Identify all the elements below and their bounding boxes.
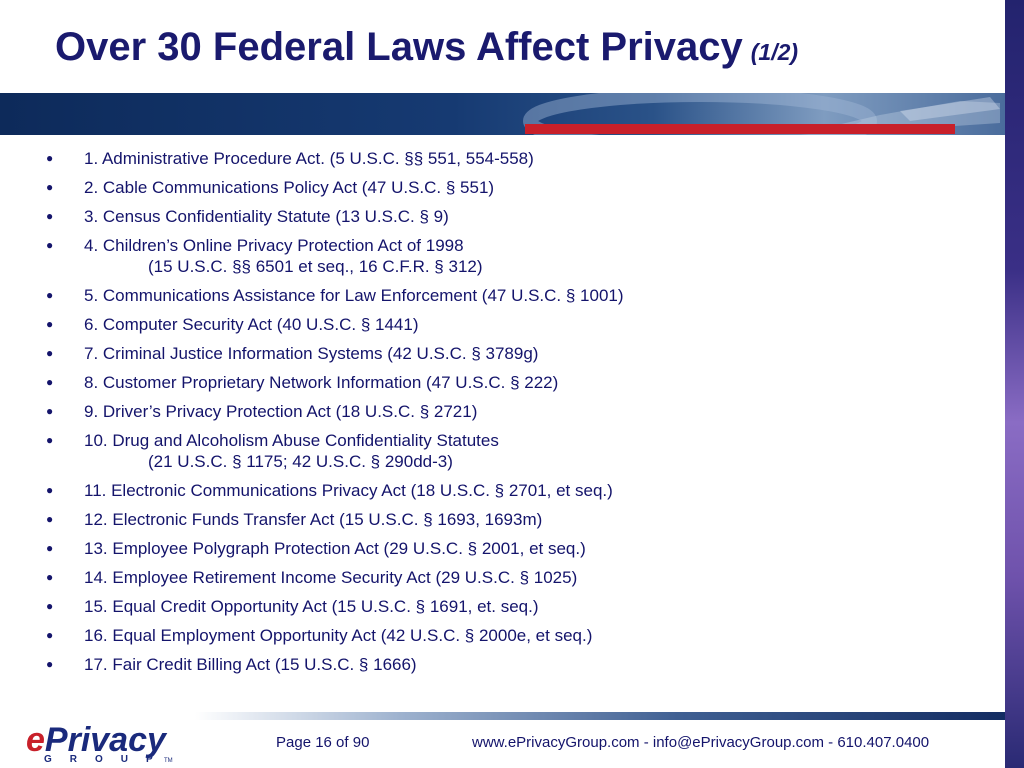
law-text: 1. Administrative Procedure Act. (5 U.S.… <box>84 149 534 168</box>
bullet-icon: ● <box>46 599 54 613</box>
bullet-icon: ● <box>46 151 54 165</box>
bullet-icon: ● <box>46 541 54 555</box>
law-list-area: ● 1. Administrative Procedure Act. (5 U.S… <box>0 148 1000 683</box>
law-text: 4. Children’s Online Privacy Protection … <box>84 236 464 255</box>
law-text: 7. Criminal Justice Information Systems … <box>84 344 539 363</box>
law-list-item: ● 11. Electronic Communications Privacy A… <box>0 480 1000 509</box>
law-list-item: ● 13. Employee Polygraph Protection Act (… <box>0 538 1000 567</box>
law-list-item: ● 8. Customer Proprietary Network Informa… <box>0 372 1000 401</box>
logo-prefix: e <box>26 721 45 759</box>
page-number: Page 16 of 90 <box>276 734 370 751</box>
law-text: 15. Equal Credit Opportunity Act (15 U.S… <box>84 597 539 616</box>
bullet-icon: ● <box>46 570 54 584</box>
law-citation: (21 U.S.C. § 1175; 42 U.S.C. § 290dd-3) <box>148 452 453 471</box>
law-list-item: ● 17. Fair Credit Billing Act (15 U.S.C. … <box>0 654 1000 683</box>
logo-trademark: TM <box>164 758 173 764</box>
law-text: 9. Driver’s Privacy Protection Act (18 U… <box>84 402 478 421</box>
bullet-icon: ● <box>46 433 54 447</box>
law-text: 10. Drug and Alcoholism Abuse Confidenti… <box>84 431 499 450</box>
bullet-icon: ● <box>46 404 54 418</box>
bullet-icon: ● <box>46 209 54 223</box>
header-banner <box>0 93 1005 135</box>
contact-info: www.ePrivacyGroup.com - info@ePrivacyGro… <box>472 734 930 751</box>
law-text: 3. Census Confidentiality Statute (13 U.… <box>84 207 449 226</box>
law-citation: (15 U.S.C. §§ 6501 et seq., 16 C.F.R. § … <box>148 257 483 276</box>
footer-divider <box>195 712 1005 720</box>
law-list-item: ● 7. Criminal Justice Information Systems… <box>0 343 1000 372</box>
bullet-icon: ● <box>46 483 54 497</box>
eprivacy-group-logo: ePrivacy GROUP TM <box>26 722 176 766</box>
law-list: ● 1. Administrative Procedure Act. (5 U.S… <box>0 148 1000 683</box>
law-list-item: ● 5. Communications Assistance for Law En… <box>0 285 1000 314</box>
law-list-item: ● 14. Employee Retirement Income Security… <box>0 567 1000 596</box>
right-edge-bar <box>1005 0 1024 768</box>
bullet-icon: ● <box>46 238 54 252</box>
law-text: 8. Customer Proprietary Network Informat… <box>84 373 559 392</box>
law-list-item: ● 2. Cable Communications Policy Act (47 … <box>0 177 1000 206</box>
law-list-item: ● 10. Drug and Alcoholism Abuse Confident… <box>0 430 1000 480</box>
bullet-icon: ● <box>46 512 54 526</box>
law-list-item: ● 12. Electronic Funds Transfer Act (15 U… <box>0 509 1000 538</box>
law-text: 14. Employee Retirement Income Security … <box>84 568 578 587</box>
law-list-item: ● 4. Children’s Online Privacy Protection… <box>0 235 1000 285</box>
law-list-item: ● 6. Computer Security Act (40 U.S.C. § 1… <box>0 314 1000 343</box>
slide-title: Over 30 Federal Laws Affect Privacy (1/2) <box>55 22 798 77</box>
logo-wordmark: ePrivacy <box>26 722 166 758</box>
law-list-item: ● 9. Driver’s Privacy Protection Act (18 … <box>0 401 1000 430</box>
law-text: 6. Computer Security Act (40 U.S.C. § 14… <box>84 315 419 334</box>
law-text: 2. Cable Communications Policy Act (47 U… <box>84 178 495 197</box>
title-suffix: (1/2) <box>750 39 799 65</box>
law-text: 12. Electronic Funds Transfer Act (15 U.… <box>84 510 543 529</box>
bullet-icon: ● <box>46 628 54 642</box>
logo-subtitle: GROUP <box>44 754 171 765</box>
banner-red-swoosh <box>525 124 955 134</box>
law-text: 5. Communications Assistance for Law Enf… <box>84 286 624 305</box>
bullet-icon: ● <box>46 346 54 360</box>
law-list-item: ● 15. Equal Credit Opportunity Act (15 U.… <box>0 596 1000 625</box>
law-list-item: ● 3. Census Confidentiality Statute (13 U… <box>0 206 1000 235</box>
bullet-icon: ● <box>46 288 54 302</box>
law-list-item: ● 1. Administrative Procedure Act. (5 U.S… <box>0 148 1000 177</box>
bullet-icon: ● <box>46 375 54 389</box>
law-list-item: ● 16. Equal Employment Opportunity Act (4… <box>0 625 1000 654</box>
bullet-icon: ● <box>46 180 54 194</box>
law-text: 11. Electronic Communications Privacy Ac… <box>84 481 613 500</box>
law-text: 17. Fair Credit Billing Act (15 U.S.C. §… <box>84 655 417 674</box>
bullet-icon: ● <box>46 657 54 671</box>
law-text: 13. Employee Polygraph Protection Act (2… <box>84 539 586 558</box>
law-text: 16. Equal Employment Opportunity Act (42… <box>84 626 593 645</box>
title-text: Over 30 Federal Laws Affect Privacy <box>55 25 743 69</box>
logo-main: Privacy <box>44 721 166 759</box>
bullet-icon: ● <box>46 317 54 331</box>
